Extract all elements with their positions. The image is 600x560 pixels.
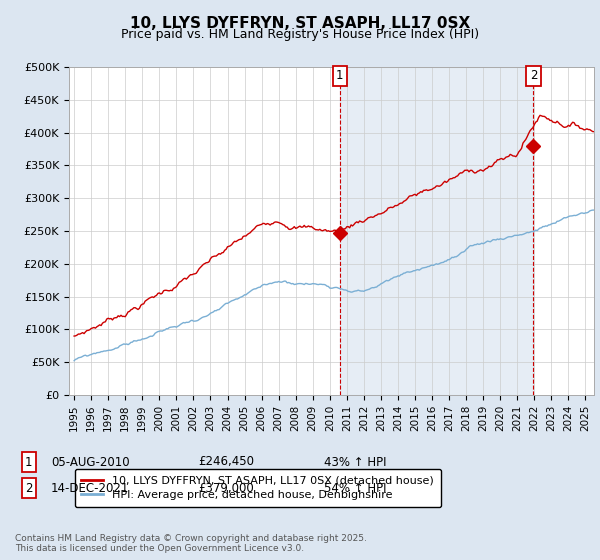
Legend: 10, LLYS DYFFRYN, ST ASAPH, LL17 0SX (detached house), HPI: Average price, detac: 10, LLYS DYFFRYN, ST ASAPH, LL17 0SX (de… <box>74 469 441 507</box>
Text: 54% ↑ HPI: 54% ↑ HPI <box>324 482 386 495</box>
Text: 2: 2 <box>25 482 32 495</box>
Text: 1: 1 <box>336 69 344 82</box>
Bar <box>340 67 533 395</box>
Text: 14-DEC-2021: 14-DEC-2021 <box>51 482 130 495</box>
Text: 05-AUG-2010: 05-AUG-2010 <box>51 455 130 469</box>
Text: 2: 2 <box>530 69 537 82</box>
Text: 10, LLYS DYFFRYN, ST ASAPH, LL17 0SX: 10, LLYS DYFFRYN, ST ASAPH, LL17 0SX <box>130 16 470 31</box>
Text: 43% ↑ HPI: 43% ↑ HPI <box>324 455 386 469</box>
Text: £379,000: £379,000 <box>198 482 254 495</box>
Text: Price paid vs. HM Land Registry's House Price Index (HPI): Price paid vs. HM Land Registry's House … <box>121 28 479 41</box>
Text: Contains HM Land Registry data © Crown copyright and database right 2025.
This d: Contains HM Land Registry data © Crown c… <box>15 534 367 553</box>
Text: £246,450: £246,450 <box>198 455 254 469</box>
Text: 1: 1 <box>25 455 32 469</box>
